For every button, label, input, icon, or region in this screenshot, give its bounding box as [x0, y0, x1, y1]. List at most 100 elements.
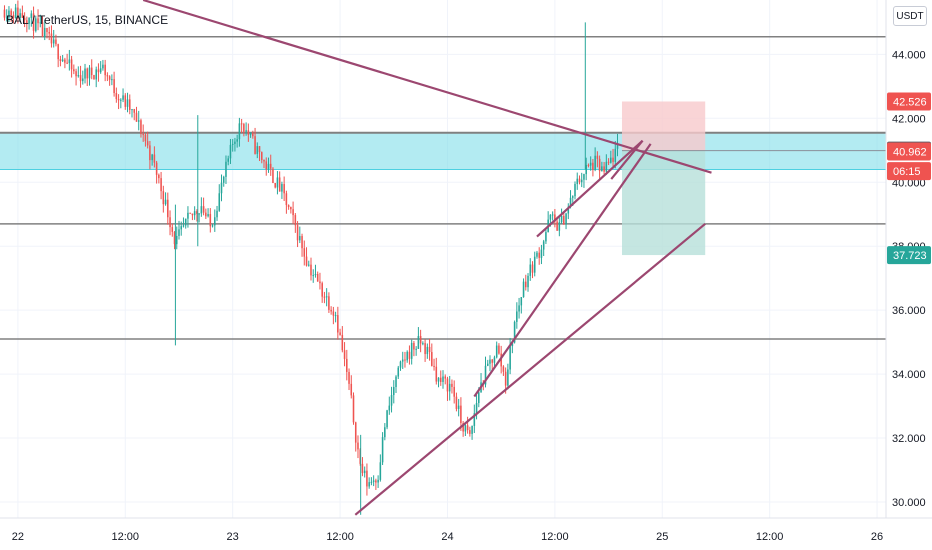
candle — [607, 161, 610, 163]
candle — [155, 162, 158, 175]
candle — [281, 184, 283, 192]
candle — [111, 79, 113, 81]
candle — [428, 346, 431, 353]
candle — [433, 365, 435, 367]
candle — [319, 281, 321, 284]
candle — [511, 342, 514, 347]
candle — [417, 336, 420, 349]
candle — [205, 212, 207, 217]
short-position-tool[interactable] — [621, 101, 886, 256]
candle — [37, 18, 39, 24]
candle — [404, 359, 406, 361]
candle — [162, 191, 165, 205]
candle — [68, 59, 71, 64]
candle — [77, 75, 80, 77]
candle — [187, 212, 189, 219]
price-badge — [887, 246, 931, 265]
candle — [419, 336, 422, 344]
candle — [316, 273, 319, 282]
candle — [249, 133, 252, 135]
candle — [299, 236, 301, 241]
candle — [442, 376, 444, 382]
candle — [612, 157, 614, 162]
candle — [303, 248, 306, 257]
candle — [193, 211, 196, 216]
candle — [209, 214, 212, 227]
candle — [585, 164, 587, 175]
candle — [381, 437, 384, 463]
candle — [106, 75, 109, 77]
candle — [265, 161, 268, 170]
candle — [50, 33, 53, 44]
candle — [263, 159, 265, 162]
unit-button[interactable]: USDT — [893, 6, 927, 26]
candle — [240, 123, 243, 125]
candle — [296, 225, 299, 241]
candle — [408, 351, 411, 359]
candle — [142, 134, 144, 136]
candle — [133, 109, 136, 113]
price-badge-label: 37.723 — [893, 250, 927, 262]
candle — [478, 392, 480, 404]
candle — [504, 371, 507, 386]
candle — [283, 184, 285, 194]
candle — [229, 144, 232, 159]
candle — [23, 17, 26, 21]
candle — [325, 296, 328, 298]
candle — [574, 184, 576, 197]
candle — [178, 229, 180, 236]
price-tick-label: 42.000 — [892, 113, 926, 125]
candle — [35, 18, 37, 31]
candle — [328, 296, 330, 310]
trendlines[interactable] — [142, 0, 712, 516]
price-tick-label: 30.000 — [892, 497, 926, 509]
candle — [214, 217, 216, 226]
candle — [234, 141, 236, 144]
candle — [565, 213, 567, 225]
candle — [189, 212, 191, 214]
candle — [578, 178, 581, 183]
candle — [158, 174, 160, 179]
time-tick-label: 12:00 — [326, 531, 354, 543]
candle — [126, 99, 129, 107]
candle — [495, 345, 498, 358]
candle — [323, 296, 326, 298]
candle — [198, 213, 200, 215]
candle — [592, 162, 594, 171]
trendline — [354, 222, 706, 516]
candle — [41, 22, 44, 37]
candle — [484, 365, 487, 385]
candle — [276, 177, 279, 188]
candle — [43, 27, 46, 37]
candle — [589, 162, 592, 166]
price-badge — [887, 142, 931, 161]
candle — [446, 378, 449, 392]
candle — [576, 178, 579, 185]
candle — [390, 395, 393, 406]
candle — [341, 334, 344, 351]
candle — [431, 352, 433, 366]
candle — [294, 215, 297, 226]
candle — [377, 479, 379, 483]
candle — [507, 369, 509, 386]
candle — [182, 225, 185, 227]
candle — [39, 22, 42, 24]
candle — [554, 214, 556, 222]
candle — [330, 309, 332, 312]
trendline — [536, 139, 644, 238]
candle — [95, 69, 97, 80]
candle — [500, 353, 502, 367]
candle — [167, 199, 169, 218]
candle — [348, 371, 350, 384]
candle — [556, 221, 558, 231]
candle — [30, 13, 33, 19]
candle — [90, 67, 93, 76]
candle — [258, 146, 261, 153]
candle — [337, 315, 339, 333]
candle — [610, 157, 612, 163]
candle — [542, 241, 545, 250]
candle — [243, 124, 245, 132]
